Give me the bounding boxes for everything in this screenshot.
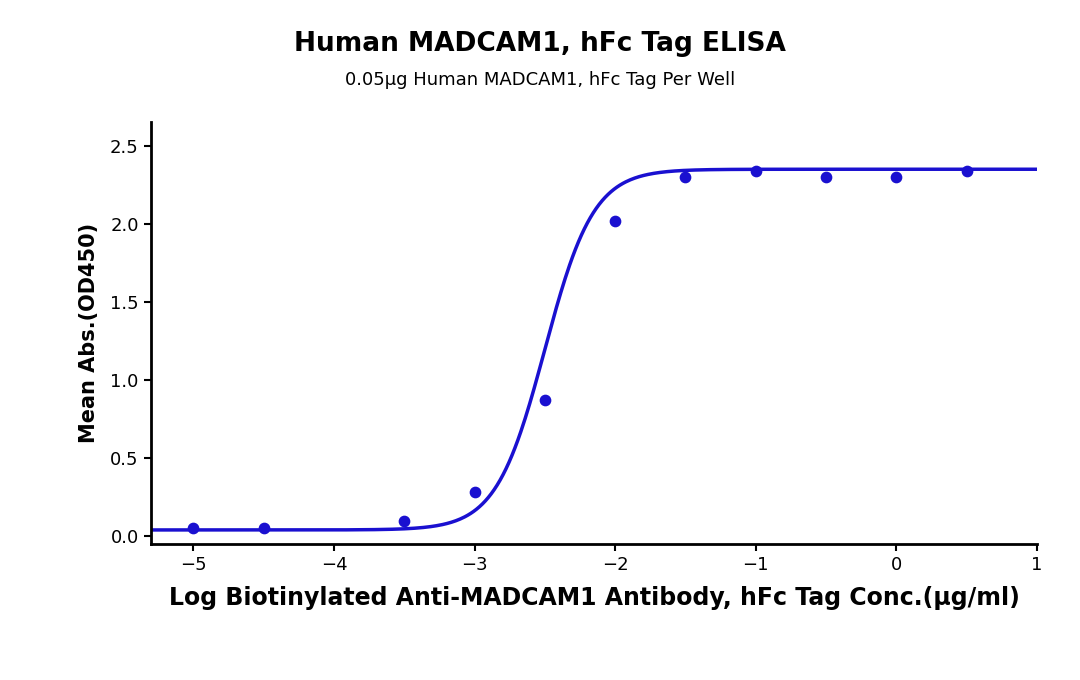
Text: 0.05μg Human MADCAM1, hFc Tag Per Well: 0.05μg Human MADCAM1, hFc Tag Per Well bbox=[345, 71, 735, 89]
Point bbox=[185, 523, 202, 534]
Point bbox=[747, 165, 765, 176]
Point bbox=[888, 171, 905, 182]
Point bbox=[607, 216, 624, 226]
Point bbox=[536, 395, 553, 406]
X-axis label: Log Biotinylated Anti-MADCAM1 Antibody, hFc Tag Conc.(μg/ml): Log Biotinylated Anti-MADCAM1 Antibody, … bbox=[168, 585, 1020, 609]
Text: Human MADCAM1, hFc Tag ELISA: Human MADCAM1, hFc Tag ELISA bbox=[294, 31, 786, 56]
Point bbox=[677, 171, 694, 182]
Point bbox=[818, 171, 835, 182]
Point bbox=[465, 487, 483, 498]
Point bbox=[958, 165, 975, 176]
Y-axis label: Mean Abs.(OD450): Mean Abs.(OD450) bbox=[79, 223, 99, 443]
Point bbox=[255, 523, 272, 534]
Point bbox=[395, 515, 413, 526]
